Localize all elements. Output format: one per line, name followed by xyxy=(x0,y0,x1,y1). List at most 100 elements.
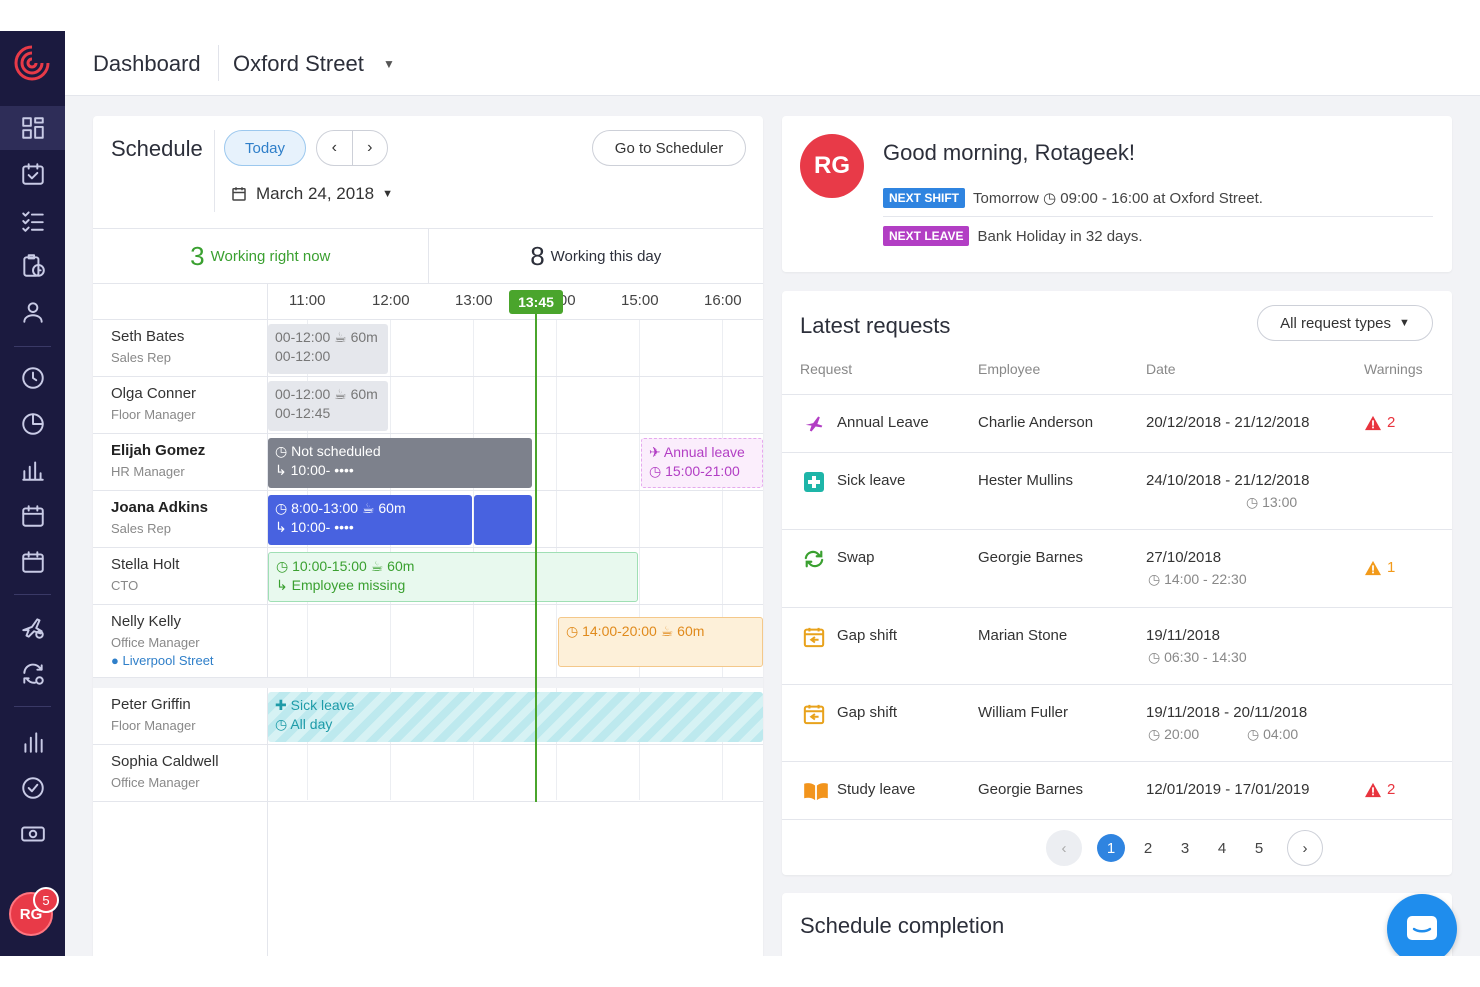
employee-row[interactable]: Olga Conner Floor Manager 00-12:00 ☕ 60m… xyxy=(93,377,763,434)
user-icon[interactable] xyxy=(0,290,65,334)
employee-row[interactable]: Peter Griffin Floor Manager ✚ Sick leave… xyxy=(93,688,763,745)
employee-row[interactable]: Seth Bates Sales Rep 00-12:00 ☕ 60m 00-1… xyxy=(93,320,763,377)
employee-role: HR Manager xyxy=(111,464,185,479)
chat-icon xyxy=(1407,916,1437,940)
request-row[interactable]: Study leave Georgie Barnes 12/01/2019 - … xyxy=(782,761,1452,819)
date-picker[interactable]: March 24, 2018 ▼ xyxy=(230,184,393,204)
leave-type: ✈ Annual leave xyxy=(649,444,745,460)
header-divider xyxy=(218,45,219,81)
hour-label: 15:00 xyxy=(621,292,659,309)
request-time: ◷ 14:00 - 22:30 xyxy=(1148,571,1247,587)
working-now-label: Working right now xyxy=(210,247,331,265)
working-stats: 3 Working right now 8 Working this day xyxy=(93,228,763,284)
request-date: 24/10/2018 - 21/12/2018 xyxy=(1146,472,1310,489)
next-shift-info: NEXT SHIFT Tomorrow ◷ 09:00 - 16:00 at O… xyxy=(883,188,1263,208)
next-day-button[interactable]: › xyxy=(367,139,373,156)
prev-page-button[interactable]: ‹ xyxy=(1046,830,1082,866)
next-leave-text: Bank Holiday in 32 days. xyxy=(977,227,1143,245)
request-type: Swap xyxy=(837,549,875,566)
page-title: Dashboard xyxy=(93,51,201,76)
request-row[interactable]: Swap Georgie Barnes 27/10/2018 ◷ 14:00 -… xyxy=(782,529,1452,607)
requests-title: Latest requests xyxy=(800,313,951,338)
calendar-icon xyxy=(232,187,246,201)
employee-row[interactable]: Stella Holt CTO ◷ 10:00-15:00 ☕ 60m ↳ Em… xyxy=(93,548,763,605)
checklist-icon[interactable] xyxy=(0,198,65,242)
shift-block[interactable]: ◷ Not scheduled ↳ 10:00- •••• xyxy=(268,438,532,488)
calendar-alt-icon[interactable] xyxy=(0,540,65,584)
avatar: RG xyxy=(800,134,864,198)
request-type-filter[interactable]: All request types ▼ xyxy=(1257,305,1433,341)
employee-row[interactable]: Elijah Gomez HR Manager ◷ Not scheduled … xyxy=(93,434,763,491)
schedule-completion-card: Schedule completion xyxy=(782,893,1452,956)
shift-block-extension[interactable] xyxy=(474,495,532,545)
leave-block[interactable]: ✚ Sick leave ◷ All day xyxy=(268,692,763,742)
employee-row[interactable]: Sophia Caldwell Office Manager xyxy=(93,745,763,802)
latest-requests-card: Latest requests All request types ▼ Requ… xyxy=(782,291,1452,875)
chat-button[interactable] xyxy=(1387,894,1457,956)
next-leave-tag: NEXT LEAVE xyxy=(883,226,970,246)
employee-location-text: Liverpool Street xyxy=(122,653,214,668)
shift-actual: 00-12:00 xyxy=(275,348,331,364)
leave-type-text: Annual leave xyxy=(663,444,745,460)
sync-settings-icon[interactable] xyxy=(0,652,65,696)
page-button[interactable]: 3 xyxy=(1180,839,1190,857)
analytics-icon[interactable] xyxy=(0,720,65,764)
warning-icon xyxy=(1365,782,1381,797)
calendar-check-icon[interactable] xyxy=(0,152,65,196)
plane-settings-icon[interactable] xyxy=(0,606,65,650)
money-icon[interactable] xyxy=(0,812,65,856)
grid-line xyxy=(722,320,723,800)
request-date: 12/01/2019 - 17/01/2019 xyxy=(1146,781,1310,798)
request-type: Sick leave xyxy=(837,472,906,489)
prev-day-button[interactable]: ‹ xyxy=(317,131,353,165)
sidebar-divider xyxy=(14,706,51,707)
request-type: Gap shift xyxy=(837,627,898,644)
page-button[interactable]: 4 xyxy=(1217,839,1227,857)
employee-name: Joana Adkins xyxy=(111,499,208,516)
page-button[interactable]: 2 xyxy=(1143,839,1153,857)
go-to-scheduler-button[interactable]: Go to Scheduler xyxy=(592,130,746,166)
employee-row[interactable]: Joana Adkins Sales Rep ◷ 8:00-13:00 ☕ 60… xyxy=(93,491,763,548)
employee-location[interactable]: ● Liverpool Street xyxy=(111,653,214,668)
next-shift-tag: NEXT SHIFT xyxy=(883,188,966,208)
hour-label: 16:00 xyxy=(704,292,742,309)
request-row[interactable]: Gap shift Marian Stone 19/11/2018 ◷ 06:3… xyxy=(782,607,1452,684)
page-button[interactable]: 1 xyxy=(1097,834,1125,862)
request-row[interactable]: Sick leave Hester Mullins 24/10/2018 - 2… xyxy=(782,452,1452,529)
shift-block[interactable]: ◷ 8:00-13:00 ☕ 60m ↳ 10:00- •••• xyxy=(268,495,472,545)
warning-icon xyxy=(1365,560,1381,575)
date-nav: ‹ › xyxy=(316,130,388,166)
request-row[interactable]: Annual Leave Charlie Anderson 20/12/2018… xyxy=(782,394,1452,452)
next-shift-text: Tomorrow ◷ 09:00 - 16:00 at Oxford Stree… xyxy=(973,190,1263,207)
location-selector[interactable]: Oxford Street xyxy=(233,51,364,76)
leave-type: ✚ Sick leave xyxy=(275,697,355,713)
calendar-icon[interactable] xyxy=(0,494,65,538)
leave-block[interactable]: ✈ Annual leave ◷ 15:00-21:00 xyxy=(641,438,763,488)
shift-actual-text: 10:00- •••• xyxy=(290,519,354,535)
rotageek-logo-icon[interactable] xyxy=(12,43,52,83)
shift-block[interactable]: ◷ 10:00-15:00 ☕ 60m ↳ Employee missing xyxy=(268,552,638,602)
chevron-down-icon: ▼ xyxy=(382,188,394,200)
request-time: ◷ 13:00 xyxy=(1246,494,1298,510)
page-button[interactable]: 5 xyxy=(1254,839,1264,857)
clipboard-clock-icon[interactable] xyxy=(0,244,65,288)
shift-actual-text: 10:00- •••• xyxy=(290,462,354,478)
shift-block[interactable]: 00-12:00 ☕ 60m 00-12:00 xyxy=(268,324,388,374)
today-button[interactable]: Today xyxy=(224,130,306,166)
next-page-button[interactable]: › xyxy=(1287,830,1323,866)
clock-icon[interactable] xyxy=(0,356,65,400)
employee-row[interactable]: Nelly Kelly Office Manager ● Liverpool S… xyxy=(93,605,763,678)
pie-chart-icon[interactable] xyxy=(0,402,65,446)
employee-role: Sales Rep xyxy=(111,350,171,365)
dashboard-icon[interactable] xyxy=(0,106,65,150)
chevron-down-icon[interactable]: ▼ xyxy=(383,57,395,71)
schedule-divider xyxy=(214,130,215,212)
warnings: 2 xyxy=(1364,781,1395,798)
leave-time: ◷ 15:00-21:00 xyxy=(649,463,740,479)
shift-block[interactable]: 00-12:00 ☕ 60m 00-12:45 xyxy=(268,381,388,431)
shift-block[interactable]: ◷ 14:00-20:00 ☕ 60m xyxy=(558,617,763,667)
bar-chart-icon[interactable] xyxy=(0,448,65,492)
timeline-header xyxy=(93,284,763,320)
request-row[interactable]: Gap shift William Fuller 19/11/2018 - 20… xyxy=(782,684,1452,761)
check-circle-icon[interactable] xyxy=(0,766,65,810)
